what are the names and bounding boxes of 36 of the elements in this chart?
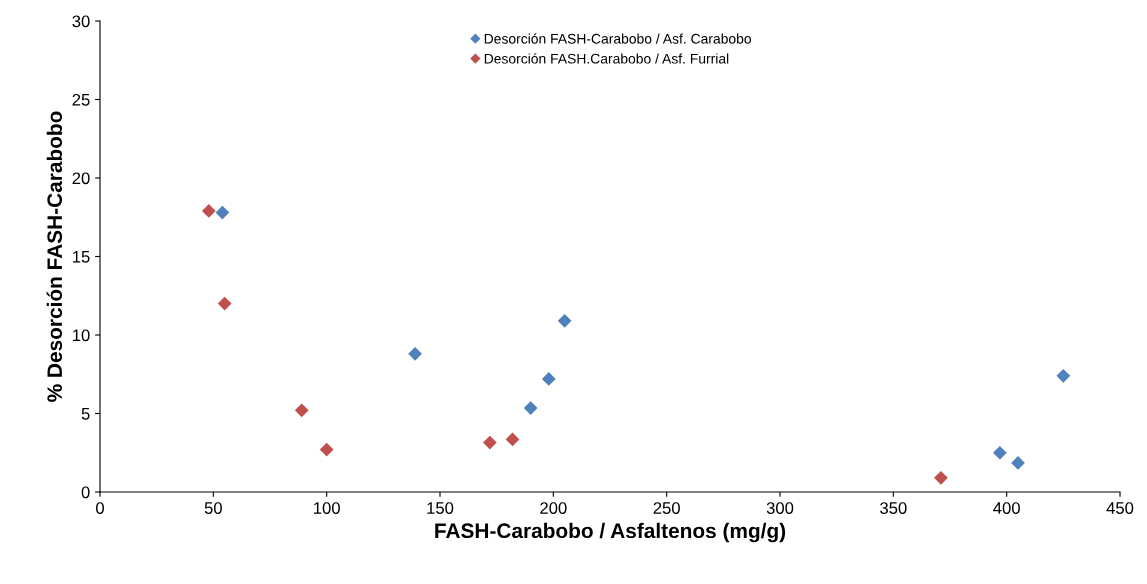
x-tick-label: 50 xyxy=(204,502,222,514)
point xyxy=(202,204,216,218)
point xyxy=(505,432,520,446)
point xyxy=(215,205,229,220)
point xyxy=(558,314,572,328)
legend-label: Desorción FASH-Carabobo / Asf. Carabobo xyxy=(484,33,752,44)
y-axis-title: % Desorción FASH-Carabobo xyxy=(46,111,63,402)
y-tick-label: 30 xyxy=(72,15,90,28)
x-tick-label: 300 xyxy=(766,502,794,514)
x-tick-label: 450 xyxy=(1106,502,1134,514)
point xyxy=(408,347,422,361)
point xyxy=(934,471,948,485)
x-tick-label: 350 xyxy=(880,502,907,514)
point xyxy=(542,372,556,386)
point xyxy=(218,297,232,311)
x-tick-label: 100 xyxy=(314,502,340,514)
point xyxy=(295,403,309,417)
legend-label: Desorción FASH.Carabobo / Asf. Furrial xyxy=(484,53,729,64)
point xyxy=(1056,369,1070,383)
y-tick-label: 25 xyxy=(72,93,90,106)
x-tick-label: 200 xyxy=(540,502,567,514)
y-tick-label: 15 xyxy=(73,251,90,263)
point xyxy=(524,401,538,415)
x-tick-label: 400 xyxy=(993,502,1020,514)
y-tick-label: 0 xyxy=(81,486,90,499)
point xyxy=(320,443,334,457)
x-tick-label: 250 xyxy=(653,502,680,514)
y-tick-label: 10 xyxy=(73,329,90,342)
x-tick-label: 150 xyxy=(427,502,454,514)
point xyxy=(1011,456,1025,470)
point xyxy=(483,435,497,450)
y-tick-label: 5 xyxy=(81,408,90,420)
x-axis-title: FASH-Carabobo / Asfaltenos (mg/g) xyxy=(435,522,786,543)
point xyxy=(993,446,1007,460)
x-tick-label: 0 xyxy=(96,502,104,514)
y-tick-label: 20 xyxy=(72,172,90,185)
